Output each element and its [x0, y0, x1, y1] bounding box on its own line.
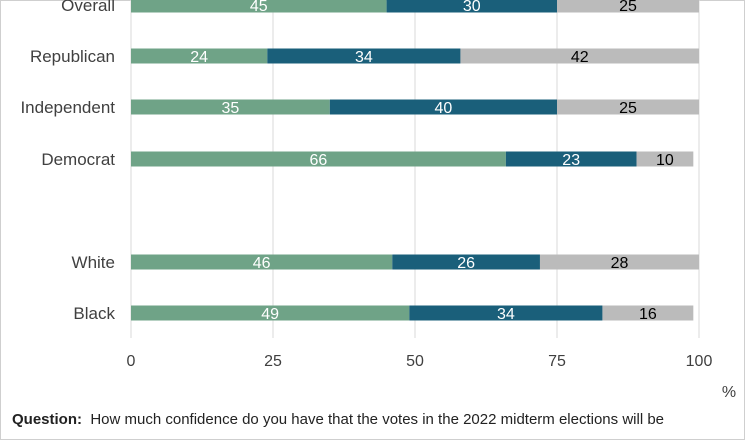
- bar-segment: [329, 99, 557, 115]
- category-label: White: [72, 253, 115, 272]
- category-label: Democrat: [41, 150, 115, 169]
- data-label: 10: [656, 152, 674, 169]
- data-label: 35: [222, 100, 240, 117]
- data-label: 34: [497, 306, 515, 323]
- bar-segment: [131, 0, 387, 13]
- data-label: 25: [619, 100, 637, 117]
- data-label: 46: [253, 255, 271, 272]
- x-unit-label: %: [722, 384, 736, 401]
- data-label: 45: [250, 0, 268, 15]
- data-label: 34: [355, 49, 373, 66]
- x-tick-label: 75: [548, 353, 566, 370]
- bar-segment: [267, 48, 461, 64]
- bar-segment: [539, 254, 699, 270]
- bar-segment: [557, 0, 699, 13]
- bar-segment: [505, 151, 637, 167]
- category-label: Independent: [20, 98, 115, 117]
- data-label: 16: [639, 306, 657, 323]
- bar-segment: [460, 48, 699, 64]
- data-label: 28: [611, 255, 629, 272]
- bars: [131, 0, 699, 321]
- bar-segment: [557, 99, 699, 115]
- bar-segment: [131, 151, 506, 167]
- bar-segment: [131, 99, 330, 115]
- data-label: 30: [463, 0, 481, 15]
- question-body: How much confidence do you have that the…: [90, 411, 664, 428]
- x-tick-label: 100: [686, 353, 713, 370]
- bar-segment: [636, 151, 694, 167]
- labels: 0 25 50 75 100% Overall 45 30 25 Republican 24 34 42…: [20, 0, 736, 401]
- data-label: 42: [571, 49, 589, 66]
- data-label: 25: [619, 0, 637, 15]
- x-tick-label: 25: [264, 353, 282, 370]
- data-label: 66: [310, 152, 328, 169]
- bar-segment: [131, 254, 393, 270]
- bar-segment: [131, 305, 410, 321]
- data-label: 40: [435, 100, 453, 117]
- data-label: 23: [562, 152, 580, 169]
- bar-segment: [386, 0, 557, 13]
- x-tick-label: 0: [127, 353, 136, 370]
- data-label: 24: [190, 49, 208, 66]
- category-label: Black: [73, 304, 115, 323]
- x-tick-label: 50: [406, 353, 424, 370]
- category-label: Republican: [30, 47, 115, 66]
- data-label: 49: [261, 306, 279, 323]
- bar-segment: [392, 254, 540, 270]
- question-label: Question:: [12, 411, 82, 428]
- question-text: Question: How much confidence do you hav…: [12, 410, 742, 430]
- data-label: 26: [457, 255, 475, 272]
- category-label: Overall: [61, 0, 115, 15]
- bar-segment: [602, 305, 694, 321]
- stacked-bar-chart: 0 25 50 75 100% Overall 45 30 25 Republican 24 34 42…: [20, 0, 736, 401]
- bar-segment: [409, 305, 603, 321]
- bar-segment: [131, 48, 268, 64]
